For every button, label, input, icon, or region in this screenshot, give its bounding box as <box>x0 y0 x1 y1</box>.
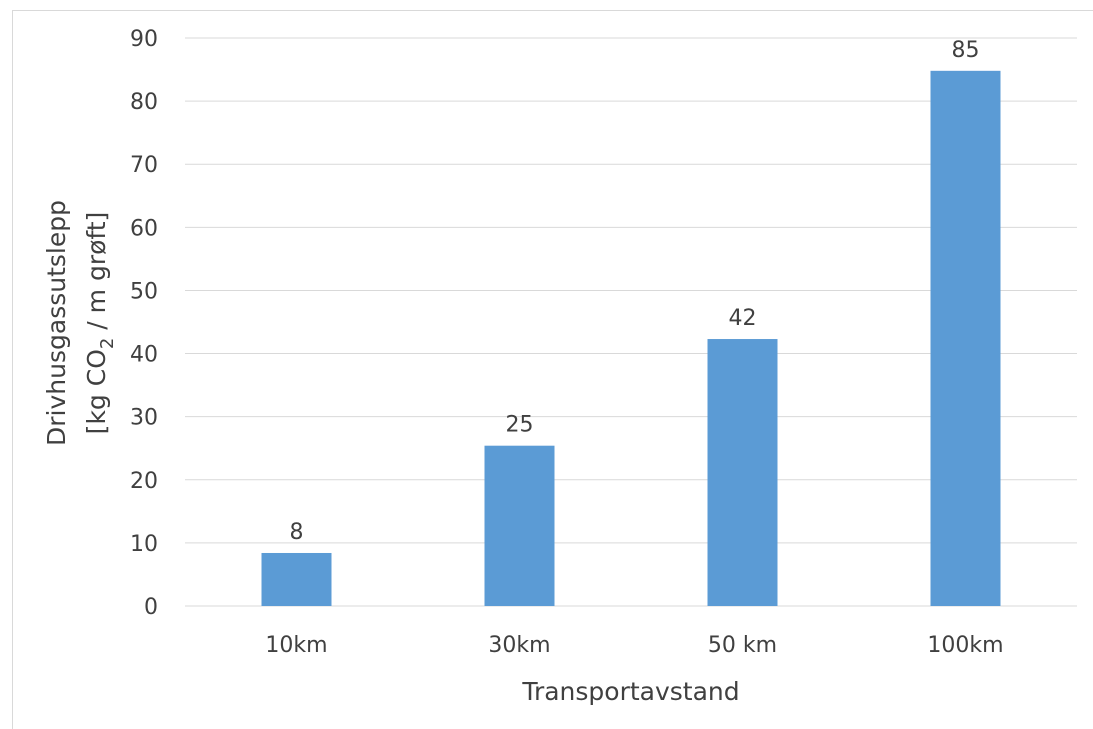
bar <box>930 70 1001 607</box>
y-tick-labels: 0 10 20 30 40 50 60 70 80 90 <box>130 27 158 620</box>
y-tick-label: 80 <box>130 90 158 115</box>
y-tick-label: 90 <box>130 27 158 52</box>
y-axis-title: Drivhusgassutslepp [kg CO2 / m grøft] <box>42 200 118 446</box>
x-tick-label: 10km <box>265 633 327 658</box>
y-axis-title-unit-prefix: [kg CO <box>82 349 111 434</box>
x-tick-labels: 10km 30km 50 km 100km <box>265 633 1003 658</box>
y-tick-label: 30 <box>130 406 158 431</box>
y-axis-title-subscript: 2 <box>97 338 118 349</box>
y-axis-title-line1: Drivhusgassutslepp <box>42 200 71 446</box>
bar <box>484 445 555 606</box>
y-tick-label: 50 <box>130 279 158 304</box>
bar <box>261 552 332 606</box>
y-tick-label: 0 <box>144 595 158 620</box>
gridlines <box>185 37 1077 607</box>
data-labels: 8 25 42 85 <box>290 38 980 545</box>
x-tick-label: 50 km <box>708 633 777 658</box>
x-tick-label: 100km <box>927 633 1003 658</box>
bars <box>261 70 1001 607</box>
y-tick-label: 20 <box>130 469 158 494</box>
x-axis-title: Transportavstand <box>521 677 739 706</box>
y-axis-title-line2: [kg CO2 / m grøft] <box>82 212 118 435</box>
y-tick-label: 60 <box>130 216 158 241</box>
y-tick-label: 10 <box>130 532 158 557</box>
data-label: 25 <box>506 413 534 438</box>
x-tick-label: 30km <box>488 633 550 658</box>
bar <box>707 339 778 606</box>
data-label: 8 <box>290 520 304 545</box>
y-axis-title-unit-suffix: / m grøft] <box>82 212 111 338</box>
y-tick-label: 70 <box>130 153 158 178</box>
chart-frame <box>12 10 1093 729</box>
y-tick-label: 40 <box>130 343 158 368</box>
data-label: 42 <box>729 306 757 331</box>
data-label: 85 <box>952 38 980 63</box>
